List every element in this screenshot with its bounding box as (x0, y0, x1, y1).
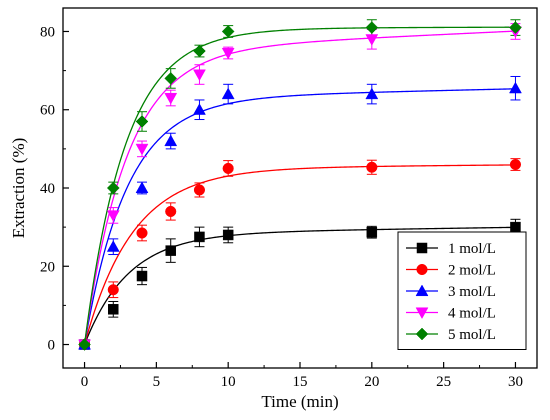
data-point (164, 134, 178, 147)
data-point (135, 115, 149, 128)
x-tick-label: 5 (153, 374, 161, 390)
legend-label: 5 mol/L (448, 327, 496, 343)
y-tick-label: 20 (40, 259, 55, 275)
y-tick-label: 60 (40, 103, 55, 119)
data-point (194, 231, 205, 243)
data-point (164, 72, 178, 85)
x-tick-label: 25 (436, 374, 451, 390)
legend-label: 2 mol/L (448, 263, 496, 279)
fit-curve (83, 88, 516, 345)
data-point (136, 270, 148, 282)
data-point (221, 47, 235, 60)
legend-label: 1 mol/L (448, 241, 496, 257)
data-point (193, 103, 206, 115)
fit-curve (83, 30, 516, 345)
data-point (164, 92, 178, 105)
data-point (107, 284, 119, 296)
y-tick-label: 40 (40, 181, 55, 197)
data-point (106, 181, 120, 195)
legend-label: 4 mol/L (448, 306, 496, 322)
data-point (135, 143, 149, 156)
data-point (509, 21, 522, 34)
fit-curve (83, 26, 516, 345)
legend: 1 mol/L 2 mol/L 3 mol/L 4 mol/L 5 mol/L (397, 231, 527, 350)
data-point (136, 227, 148, 239)
legend-marker (416, 242, 428, 254)
data-point (509, 158, 522, 171)
data-markers (78, 21, 522, 352)
data-point (221, 25, 235, 38)
data-point (108, 304, 119, 315)
data-point (510, 221, 521, 233)
data-point (106, 210, 120, 222)
data-point (165, 245, 176, 256)
x-tick-label: 20 (364, 374, 379, 390)
data-point (193, 44, 206, 58)
data-point (366, 226, 378, 238)
data-point (222, 162, 234, 174)
fit-curve (83, 226, 516, 345)
y-tick-label: 0 (48, 338, 56, 354)
legend-marker (415, 327, 429, 341)
data-point (165, 205, 177, 218)
data-point (106, 240, 120, 252)
data-point (78, 338, 91, 351)
legend-marker (416, 263, 428, 276)
x-axis-label: Time (min) (261, 392, 338, 411)
x-tick-label: 0 (81, 374, 89, 390)
data-point (509, 81, 522, 94)
data-point (365, 21, 379, 34)
y-tick-label: 80 (40, 24, 55, 40)
data-point (193, 184, 206, 196)
data-point (365, 87, 379, 100)
legend-marker (415, 307, 429, 320)
data-point (135, 181, 149, 194)
fit-curve (83, 164, 516, 345)
legend-marker (415, 284, 429, 297)
data-point (366, 161, 378, 173)
data-point (365, 34, 379, 46)
x-tick-label: 10 (221, 374, 236, 390)
x-tick-label: 15 (293, 374, 308, 390)
y-axis-label: Extraction (%) (9, 138, 28, 239)
data-point (221, 87, 235, 100)
data-point (222, 229, 234, 241)
axis-ticks: 0 5 10 15 20 25 30 0 20 40 60 80 (40, 24, 523, 390)
legend-label: 3 mol/L (448, 284, 496, 300)
data-point (193, 69, 206, 82)
fit-curves (83, 26, 516, 345)
x-tick-label: 30 (508, 374, 523, 390)
